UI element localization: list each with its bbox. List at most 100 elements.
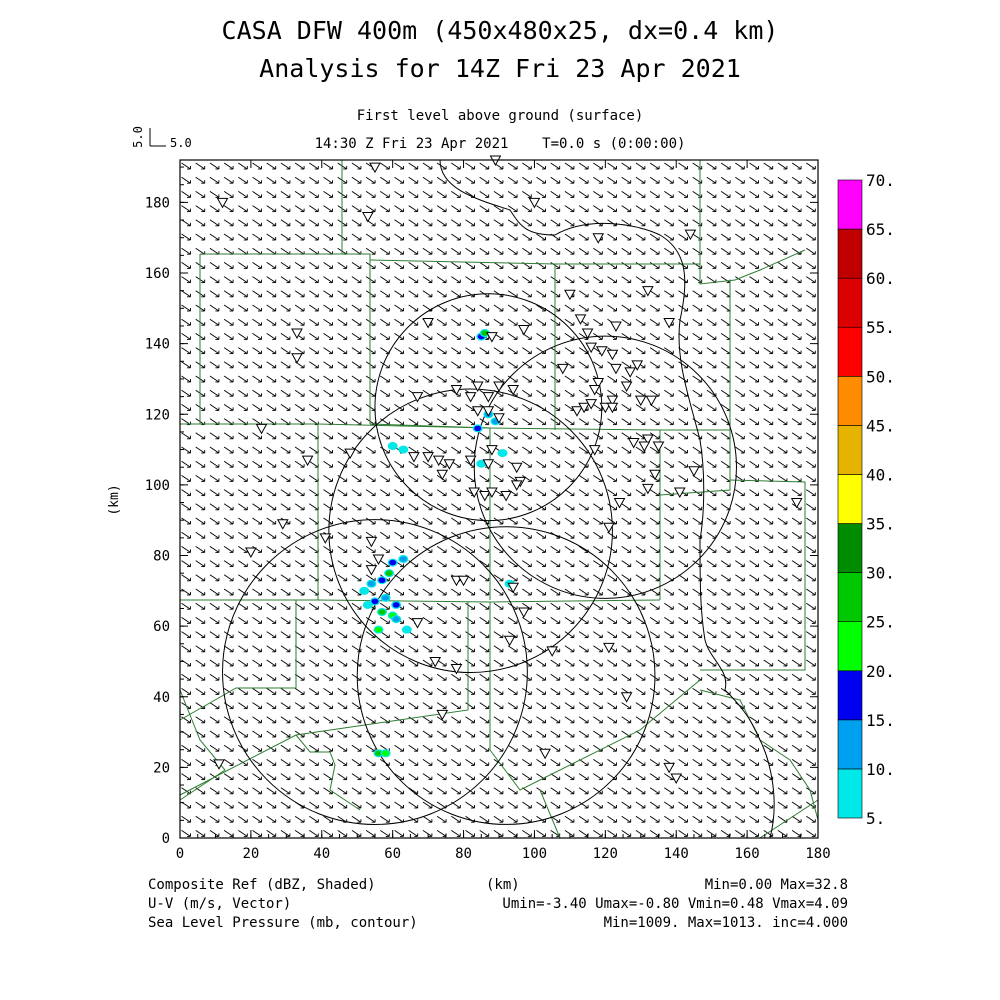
wind-vector xyxy=(706,446,717,454)
wind-vector xyxy=(720,588,731,596)
wind-vector xyxy=(465,446,475,454)
wind-vector xyxy=(777,404,788,411)
wind-vector xyxy=(763,617,773,624)
wind-vector xyxy=(678,233,688,241)
wind-vector xyxy=(777,546,788,553)
wind-vector xyxy=(621,219,631,227)
wind-vector xyxy=(649,546,660,553)
wind-vector xyxy=(550,489,560,496)
wind-vector xyxy=(337,389,347,397)
wind-vector xyxy=(280,162,291,170)
wind-vector xyxy=(209,219,220,227)
wind-vector xyxy=(749,375,759,383)
wind-vector xyxy=(749,418,759,425)
wind-vector xyxy=(578,673,589,681)
wind-vector xyxy=(735,262,745,269)
wind-vector xyxy=(706,560,717,567)
wind-vector xyxy=(394,290,404,298)
wind-vector xyxy=(280,176,291,184)
wind-vector xyxy=(649,460,660,468)
wind-vector xyxy=(465,318,475,326)
wind-vector xyxy=(351,361,362,369)
wind-vector xyxy=(777,489,788,496)
wind-vector xyxy=(593,276,603,283)
wind-vector xyxy=(266,318,276,326)
wind-vector xyxy=(309,361,319,369)
wind-vector xyxy=(522,290,532,298)
wind-vector xyxy=(522,531,532,539)
wind-vector xyxy=(735,347,745,354)
wind-vector xyxy=(337,588,347,596)
wind-vector xyxy=(408,659,418,667)
wind-vector xyxy=(678,276,688,283)
wind-vector xyxy=(578,233,589,241)
wind-vector xyxy=(649,574,660,582)
wind-vector xyxy=(323,446,333,454)
wind-vector xyxy=(309,531,319,539)
wind-vector xyxy=(607,290,617,298)
wind-vector xyxy=(706,219,717,227)
wind-vector xyxy=(550,205,560,212)
wind-vector xyxy=(649,219,660,227)
wind-vector xyxy=(564,162,575,170)
wind-vector xyxy=(593,219,603,227)
wind-vector xyxy=(380,432,390,440)
wind-vector xyxy=(223,588,234,596)
wind-vector xyxy=(621,645,631,653)
wind-vector xyxy=(791,560,802,567)
wind-vector xyxy=(507,574,518,582)
wind-vector xyxy=(621,347,631,354)
wind-vector xyxy=(649,560,660,567)
wind-vector xyxy=(522,460,532,468)
wind-vector xyxy=(365,347,376,354)
wind-vector xyxy=(294,219,305,227)
wind-vector xyxy=(351,631,362,638)
wind-vector xyxy=(749,191,759,198)
wind-vector xyxy=(337,460,347,468)
wind-vector xyxy=(635,659,646,667)
wind-vector xyxy=(479,531,489,539)
wind-vector xyxy=(266,191,276,198)
wind-vector xyxy=(394,304,404,312)
wind-vector xyxy=(522,375,532,383)
wind-vector xyxy=(791,304,802,312)
wind-vector xyxy=(749,347,759,354)
wind-vector xyxy=(266,361,276,369)
wind-vector xyxy=(706,318,717,326)
wind-vector xyxy=(621,233,631,241)
wind-vector xyxy=(806,574,816,582)
wind-vector xyxy=(380,517,390,525)
wind-vector xyxy=(607,162,617,170)
wind-vector xyxy=(380,546,390,553)
wind-vector xyxy=(451,404,461,411)
wind-vector xyxy=(692,503,702,511)
wind-vector xyxy=(706,432,717,440)
wind-vector xyxy=(621,262,631,269)
wind-vector xyxy=(522,574,532,582)
wind-vector xyxy=(422,531,433,539)
wind-vector xyxy=(678,574,688,582)
wind-vector xyxy=(593,503,603,511)
wind-vector xyxy=(465,276,475,283)
wind-vector xyxy=(635,233,646,241)
wind-vector xyxy=(436,489,447,496)
wind-vector xyxy=(195,432,205,440)
wind-vector xyxy=(266,517,276,525)
wind-vector xyxy=(380,191,390,198)
wind-vector xyxy=(309,489,319,496)
wind-vector xyxy=(522,517,532,525)
wind-vector xyxy=(635,176,646,184)
wind-vector xyxy=(238,233,248,241)
wind-vector xyxy=(436,191,447,198)
wind-vector xyxy=(280,645,291,653)
wind-vector xyxy=(763,347,773,354)
wind-vector xyxy=(195,205,205,212)
wind-vector xyxy=(309,276,319,283)
wind-vector xyxy=(649,176,660,184)
wind-vector xyxy=(735,617,745,624)
wind-vector xyxy=(422,617,433,624)
wind-vector xyxy=(280,361,291,369)
wind-vector xyxy=(678,588,688,596)
wind-vector xyxy=(337,489,347,496)
wind-vector xyxy=(607,546,617,553)
